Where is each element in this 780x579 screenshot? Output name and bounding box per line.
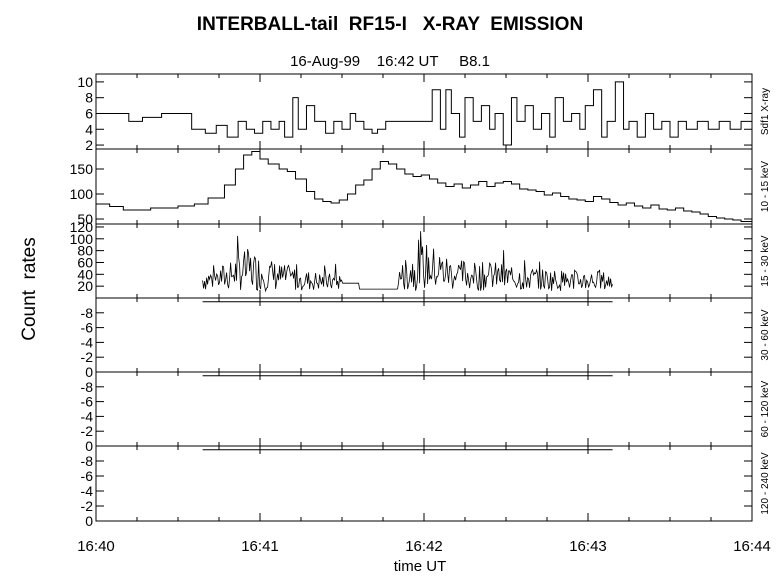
- y-tick-label: 80: [77, 243, 93, 259]
- series-line: [96, 151, 753, 223]
- y-tick-label: 0: [85, 438, 93, 454]
- y-tick-label: 0: [85, 513, 93, 529]
- chart-subtitle: 16-Aug-99 16:42 UT B8.1: [290, 53, 490, 70]
- y-tick-label: -6: [81, 468, 94, 484]
- y-tick-label: 50: [77, 211, 93, 227]
- y-tick-label: -6: [81, 394, 94, 410]
- y-tick-label: -4: [81, 408, 94, 424]
- x-tick-label: 16:43: [569, 538, 607, 555]
- y-tick-label: -8: [81, 379, 94, 395]
- y-tick-label: 0: [85, 364, 93, 380]
- series-line: [202, 231, 613, 293]
- y-tick-label: -8: [81, 305, 94, 321]
- panel-frame-4: [95, 297, 753, 373]
- y-tick-label: 2: [85, 137, 93, 153]
- y-tick-label: -4: [81, 334, 94, 350]
- y-tick-label: 150: [70, 161, 94, 177]
- y-tick-label: -2: [81, 498, 94, 514]
- panel-label-4: 30 - 60 keV: [760, 309, 771, 360]
- y-tick-label: 8: [85, 90, 93, 106]
- y-tick-label: 120: [70, 219, 94, 235]
- panel-label-5: 60 - 120 keV: [760, 380, 771, 437]
- series-line: [96, 81, 753, 146]
- y-tick-label: 10: [77, 74, 93, 90]
- y-tick-label: -4: [81, 483, 94, 499]
- y-tick-label: -6: [81, 320, 94, 336]
- panel-frame-5: [95, 371, 753, 447]
- y-tick-label: 60: [77, 254, 93, 270]
- x-axis-label: time UT: [393, 558, 447, 575]
- x-tick-label: 16:41: [241, 538, 279, 555]
- y-tick-label: 4: [85, 121, 93, 137]
- x-tick-label: 16:42: [405, 538, 443, 555]
- panel-label-3: 15 - 30 keV: [760, 235, 771, 286]
- panel-frame-1: [95, 73, 753, 150]
- x-tick-label: 16:40: [77, 538, 115, 555]
- x-tick-label: 16:44: [733, 538, 771, 555]
- panel-frame-3: [95, 223, 753, 299]
- y-tick-label: 40: [77, 266, 93, 282]
- panel-frame-6: [95, 445, 753, 522]
- chart-title: INTERBALL-tail RF15-I X-RAY EMISSION: [196, 14, 584, 35]
- panel-label-1: Sdf1 X-ray: [760, 88, 771, 135]
- y-tick-label: 100: [70, 186, 94, 202]
- panel-frame-2: [95, 148, 753, 225]
- y-tick-label: -2: [81, 349, 94, 365]
- panel-label-6: 120 - 240 keV: [760, 452, 771, 515]
- y-tick-label: 6: [85, 105, 93, 121]
- panel-label-2: 10 - 15 keV: [760, 161, 771, 212]
- y-tick-label: -2: [81, 423, 94, 439]
- y-tick-label: 100: [70, 231, 94, 247]
- y-tick-label: -8: [81, 453, 94, 469]
- y-tick-label: 20: [77, 278, 93, 294]
